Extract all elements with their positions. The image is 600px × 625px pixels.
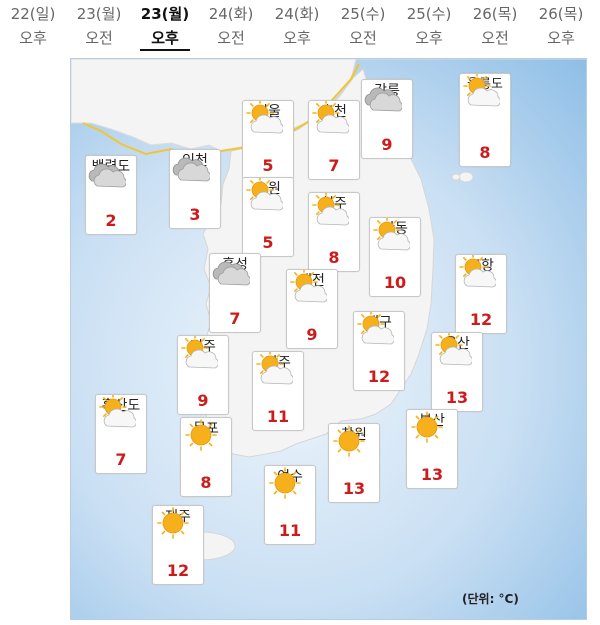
tab-date: 24(화) — [274, 5, 320, 23]
city-temperature: 12 — [367, 367, 391, 386]
partly-cloudy-icon — [99, 395, 141, 451]
city-temperature: 11 — [266, 407, 290, 426]
city-temperature: 11 — [278, 521, 302, 540]
city-temperature: 10 — [383, 273, 407, 292]
city-card[interactable]: 여수11 — [264, 465, 316, 545]
cloudy-icon — [172, 157, 215, 206]
partly-cloudy-icon — [181, 336, 223, 392]
time-tab[interactable]: 24(화) 오전 — [198, 4, 264, 48]
city-card[interactable]: 청주8 — [308, 192, 360, 272]
city-card[interactable]: 흑산도7 — [95, 394, 147, 474]
time-tab[interactable]: 22(일) 오후 — [0, 4, 66, 48]
tab-date: 25(수) — [340, 5, 386, 23]
sunny-icon — [333, 425, 374, 480]
city-temperature: 7 — [229, 309, 241, 328]
city-temperature: 8 — [328, 248, 340, 267]
city-card[interactable]: 제주12 — [152, 505, 204, 585]
tab-date: 23(월) — [140, 5, 190, 23]
city-card[interactable]: 수원5 — [242, 177, 294, 257]
sunny-icon — [269, 467, 310, 522]
city-temperature: 13 — [342, 479, 366, 498]
cloudy-icon — [212, 261, 255, 310]
city-temperature: 5 — [262, 233, 274, 252]
city-card[interactable]: 포항12 — [455, 254, 507, 334]
cloudy-icon — [88, 163, 131, 212]
partly-cloudy-icon — [312, 101, 354, 157]
tab-date: 26(목) — [538, 5, 584, 23]
city-temperature: 2 — [105, 211, 117, 230]
city-card[interactable]: 백령도2 — [85, 155, 137, 235]
city-temperature: 3 — [189, 205, 201, 224]
tab-date: 23(월) — [76, 5, 122, 23]
city-temperature: 9 — [197, 391, 209, 410]
tab-date: 22(일) — [10, 5, 56, 23]
city-temperature: 8 — [200, 473, 212, 492]
time-tab[interactable]: 26(목) 오후 — [528, 4, 594, 48]
tab-period: 오전 — [217, 29, 245, 47]
partly-cloudy-icon — [435, 333, 477, 389]
time-tab[interactable]: 24(화) 오후 — [264, 4, 330, 48]
partly-cloudy-icon — [246, 178, 288, 234]
city-card[interactable]: 광주11 — [252, 351, 304, 431]
partly-cloudy-icon — [256, 352, 298, 408]
city-card[interactable]: 인천3 — [169, 149, 221, 229]
sunny-icon — [411, 411, 452, 466]
tab-period: 오전 — [85, 29, 113, 47]
city-temperature: 12 — [469, 310, 493, 329]
city-temperature: 7 — [328, 156, 340, 175]
city-card[interactable]: 전주9 — [177, 335, 229, 415]
tab-date: 26(목) — [472, 5, 518, 23]
city-temperature: 8 — [479, 143, 491, 162]
partly-cloudy-icon — [246, 101, 288, 157]
city-card[interactable]: 부산13 — [406, 409, 458, 489]
city-card[interactable]: 목포8 — [180, 417, 232, 497]
city-card[interactable]: 창원13 — [328, 423, 380, 503]
city-card[interactable]: 서울5 — [242, 100, 294, 180]
cloudy-icon — [364, 87, 407, 136]
city-card[interactable]: 울릉도 독도8 — [459, 73, 511, 167]
partly-cloudy-icon — [290, 270, 332, 326]
tab-period: 오후 — [283, 29, 311, 47]
partly-cloudy-icon — [357, 312, 399, 368]
partly-cloudy-icon — [312, 193, 354, 249]
tab-period: 오전 — [481, 29, 509, 47]
unit-label: (단위: °C) — [462, 592, 519, 606]
partly-cloudy-icon — [373, 218, 415, 274]
city-temperature: 5 — [262, 156, 274, 175]
tab-period: 오후 — [415, 29, 443, 47]
city-temperature: 13 — [445, 388, 469, 407]
city-card[interactable]: 울산13 — [431, 332, 483, 412]
time-tab[interactable]: 23(월) 오전 — [66, 4, 132, 48]
time-tab[interactable]: 25(수) 오전 — [330, 4, 396, 48]
tab-period: 오후 — [140, 28, 190, 51]
city-temperature: 9 — [306, 325, 318, 344]
city-card[interactable]: 강릉9 — [361, 79, 413, 159]
city-temperature: 7 — [115, 450, 127, 469]
time-tab[interactable]: 26(목) 오전 — [462, 4, 528, 48]
city-card[interactable]: 홍성7 — [209, 253, 261, 333]
city-temperature: 9 — [381, 135, 393, 154]
tab-date: 24(화) — [208, 5, 254, 23]
tab-period: 오전 — [349, 29, 377, 47]
city-card[interactable]: 안동10 — [369, 217, 421, 297]
city-card[interactable]: 대전9 — [286, 269, 338, 349]
sunny-icon — [157, 507, 198, 562]
time-tab[interactable]: 23(월) 오후 — [132, 4, 198, 51]
city-temperature: 13 — [420, 465, 444, 484]
weather-map: 백령도2 인천3 서울5 춘천7강릉9 울릉도 독도8 수원5 청주8안동10 홍성7 대전9 포… — [70, 58, 587, 620]
tab-date: 25(수) — [406, 5, 452, 23]
partly-cloudy-icon — [459, 255, 501, 311]
time-tab[interactable]: 25(수) 오후 — [396, 4, 462, 48]
city-temperature: 12 — [166, 561, 190, 580]
sunny-icon — [185, 419, 226, 474]
city-card[interactable]: 대구12 — [353, 311, 405, 391]
city-card[interactable]: 춘천7 — [308, 100, 360, 180]
partly-cloudy-icon — [463, 74, 505, 144]
tab-period: 오후 — [19, 29, 47, 47]
time-tabs: 22(일) 오후 23(월) 오전 23(월) 오후 24(화) 오전 24(화) 오후 25(수)… — [0, 0, 600, 54]
tab-period: 오후 — [547, 29, 575, 47]
